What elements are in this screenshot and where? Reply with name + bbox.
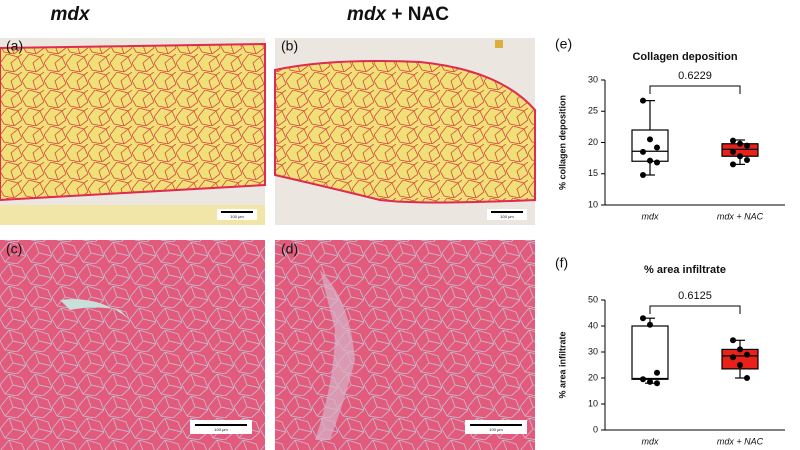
y-tick-label: 20 (588, 372, 598, 382)
scale-bar-label: 100 μm (230, 214, 244, 219)
chart-title: % area infiltrate (644, 264, 726, 276)
data-point (744, 351, 750, 358)
data-point (730, 161, 736, 168)
micrograph: 100 μm (275, 240, 535, 450)
data-point (647, 157, 653, 164)
y-axis-label: % collagen deposition (557, 95, 567, 190)
y-tick-label: 50 (588, 294, 598, 304)
y-axis-label: % area infiltrate (557, 331, 567, 398)
y-tick-label: 20 (588, 137, 598, 147)
data-point (744, 157, 750, 163)
comparison-bracket (649, 305, 741, 314)
y-tick-label: 15 (588, 168, 598, 178)
micrograph: 100 μm (274, 38, 536, 225)
scale-bar-label: 100 μm (489, 427, 503, 432)
column-header-part: + NAC (391, 4, 449, 25)
y-tick-label: 30 (588, 74, 598, 84)
data-point (744, 375, 750, 381)
data-point (654, 159, 660, 166)
p-value: 0.6125 (678, 290, 712, 302)
data-point (737, 153, 743, 160)
y-tick-label: 40 (588, 320, 598, 330)
x-tick-label: mdx (641, 211, 659, 221)
y-tick-label: 30 (588, 346, 598, 356)
micrograph: 100 μm (0, 38, 266, 225)
data-point (640, 148, 646, 155)
data-point (654, 369, 660, 376)
panel-label: (e) (555, 36, 572, 52)
data-point (654, 144, 660, 151)
data-point (640, 172, 646, 178)
column-header: mdx (50, 4, 91, 25)
data-point (730, 354, 736, 361)
data-point (640, 97, 646, 104)
p-value: 0.6229 (678, 70, 712, 82)
data-point (730, 148, 736, 155)
x-tick-label: mdx + NAC (717, 211, 764, 221)
panel-label: (d) (281, 241, 298, 257)
scale-bar-label: 100 μm (500, 214, 514, 219)
scale-bar-label: 100 μm (214, 427, 228, 432)
data-point (654, 380, 660, 387)
data-point (730, 337, 736, 344)
panel-label: (a) (6, 38, 23, 54)
data-point (730, 137, 736, 144)
column-header-part: mdx (347, 4, 388, 25)
data-point (640, 376, 646, 383)
x-tick-label: mdx (641, 436, 659, 446)
data-point (647, 136, 653, 143)
y-tick-label: 10 (588, 199, 598, 209)
chart-title: Collagen deposition (632, 51, 737, 63)
micrograph: 100 μm (0, 240, 265, 450)
data-point (744, 142, 750, 149)
column-header: mdx + NAC (347, 4, 449, 25)
data-point (737, 346, 743, 353)
panel-label: (c) (6, 241, 22, 257)
box (631, 129, 669, 162)
box (631, 325, 669, 380)
comparison-bracket (649, 85, 741, 94)
y-tick-label: 10 (588, 398, 598, 408)
panel-label: (f) (555, 255, 568, 271)
panel-label: (b) (281, 38, 298, 54)
y-tick-label: 0 (593, 424, 598, 434)
data-point (647, 378, 653, 385)
data-point (640, 315, 646, 322)
y-tick-label: 25 (588, 106, 598, 116)
data-point (737, 362, 743, 368)
x-tick-label: mdx + NAC (717, 436, 764, 446)
data-point (737, 140, 743, 147)
data-point (647, 321, 653, 328)
